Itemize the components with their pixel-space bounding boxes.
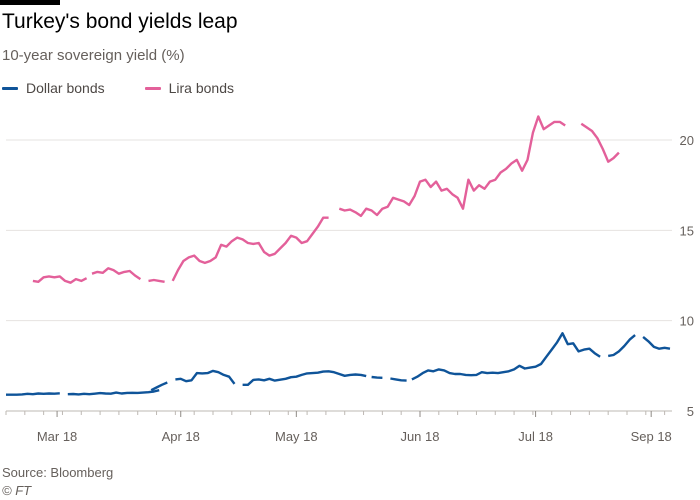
copyright-note: © FT bbox=[2, 483, 32, 498]
brand-bar bbox=[0, 0, 60, 5]
lira-bonds-line-segment bbox=[338, 115, 566, 218]
x-tick-label: Jun 18 bbox=[400, 429, 439, 444]
dollar-bonds-line-segment bbox=[607, 334, 636, 358]
x-tick-label: Mar 18 bbox=[37, 429, 77, 444]
lira-bonds-line-segment bbox=[580, 122, 620, 163]
y-tick-label-20: 20 bbox=[680, 133, 694, 148]
legend-swatch-lira-bonds bbox=[144, 86, 161, 90]
lira-bonds-line-segment bbox=[91, 267, 142, 281]
dollar-bonds-line-segment bbox=[390, 377, 407, 382]
dollar-bonds-line-segment bbox=[411, 332, 601, 381]
dollar-bonds-line-segment bbox=[242, 370, 367, 386]
gridlines bbox=[6, 139, 672, 322]
legend-item-lira-bonds: Lira bonds bbox=[144, 80, 234, 96]
legend-label-dollar-bonds: Dollar bonds bbox=[26, 80, 105, 96]
dollar-bonds-line-segment bbox=[67, 389, 160, 396]
y-tick-label-5: 5 bbox=[687, 404, 694, 419]
legend-label-lira-bonds: Lira bonds bbox=[168, 80, 234, 96]
chart-title: Turkey's bond yields leap bbox=[2, 10, 238, 33]
source-note: Source: Bloomberg bbox=[2, 465, 114, 480]
line-chart: Mar 18 Apr 18 May 18 Jun 18 Jul 18 Sep 18 5 10… bbox=[5, 115, 694, 444]
x-tick-label: Apr 18 bbox=[162, 429, 200, 444]
dollar-bonds-line-segment bbox=[150, 381, 168, 392]
dollar-bonds-line-segment bbox=[6, 392, 60, 396]
dollar-bonds-line-segment bbox=[175, 369, 236, 385]
x-tick-label: Jul 18 bbox=[518, 429, 553, 444]
x-tick-label: Sep 18 bbox=[631, 429, 672, 444]
lira-bonds-line-segment bbox=[171, 216, 329, 282]
y-axis-labels: 5 10 15 20 bbox=[680, 133, 694, 419]
y-tick-label-10: 10 bbox=[680, 314, 694, 329]
y-tick-label-15: 15 bbox=[680, 223, 694, 238]
chart-legend: Dollar bonds Lira bonds bbox=[2, 79, 274, 97]
dollar-bonds-line-segment bbox=[371, 375, 383, 379]
lira-bonds-line-segment bbox=[32, 275, 88, 284]
dollar-bonds-line-segment bbox=[642, 335, 671, 350]
series-lines bbox=[6, 115, 671, 396]
legend-item-dollar-bonds: Dollar bonds bbox=[2, 80, 105, 96]
x-tick-label: May 18 bbox=[275, 429, 318, 444]
chart-subtitle: 10-year sovereign yield (%) bbox=[2, 47, 185, 64]
legend-swatch-dollar-bonds bbox=[2, 86, 18, 90]
x-axis: Mar 18 Apr 18 May 18 Jun 18 Jul 18 Sep 18 bbox=[5, 410, 672, 444]
lira-bonds-line-segment bbox=[148, 278, 165, 283]
